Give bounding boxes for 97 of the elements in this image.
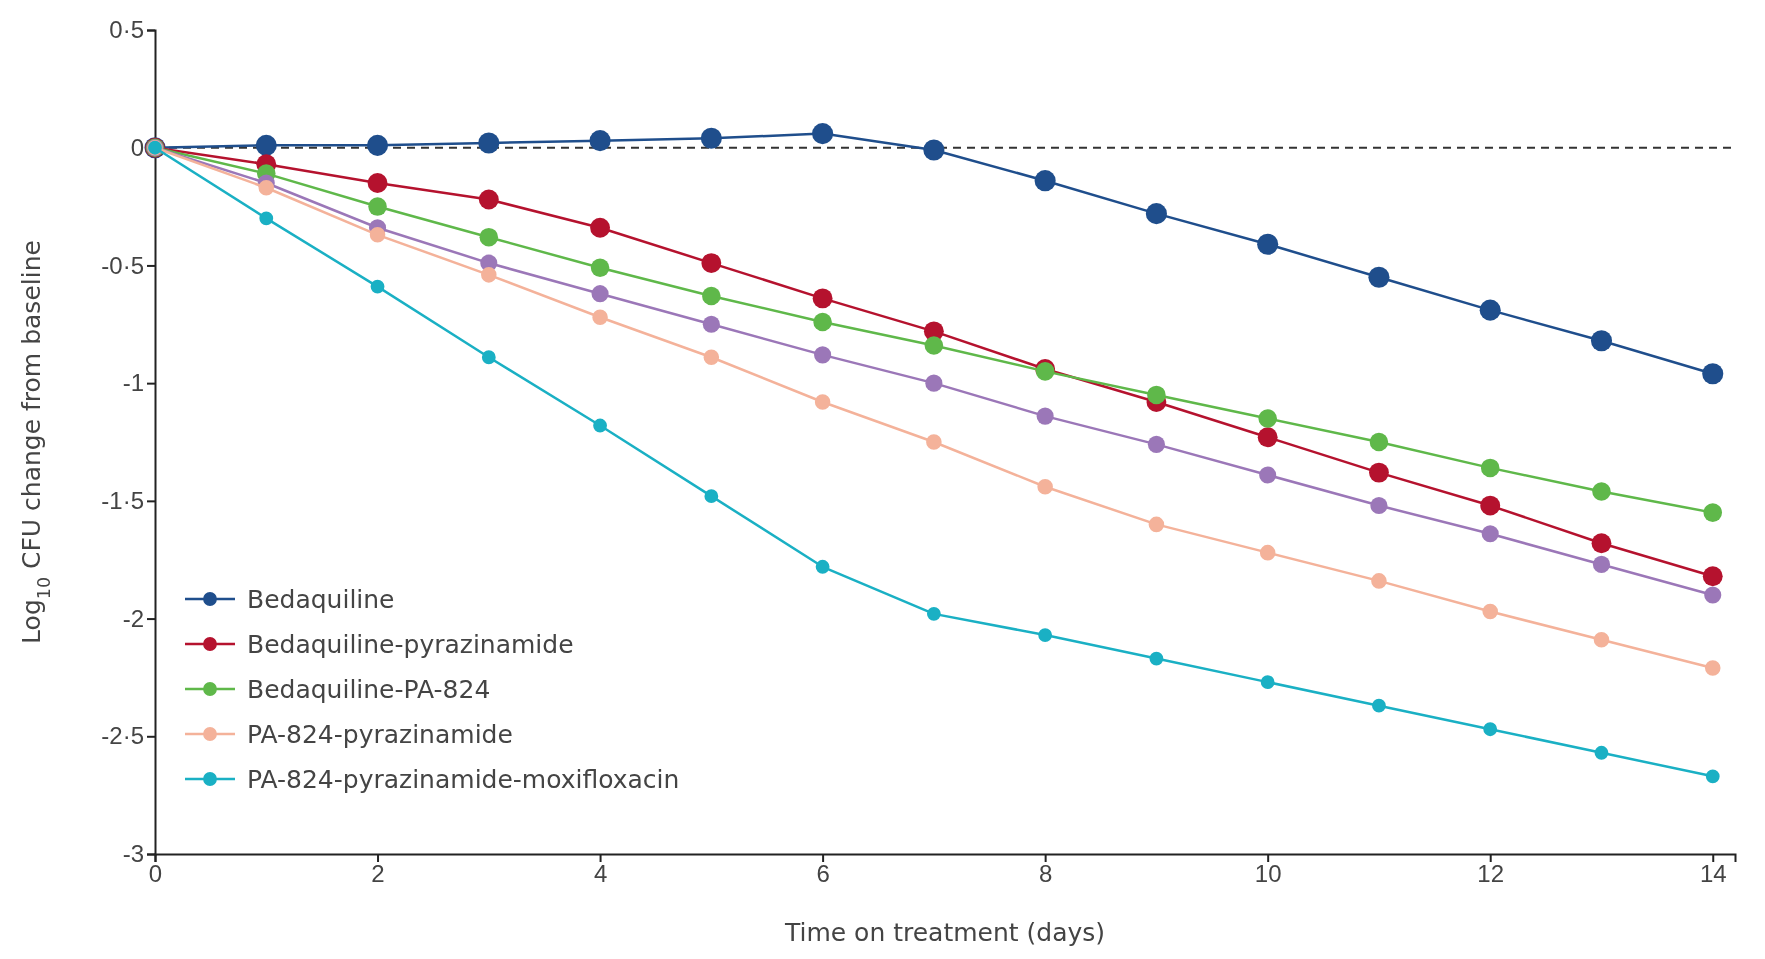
point bbox=[926, 606, 941, 621]
point bbox=[1370, 497, 1388, 515]
point bbox=[1038, 628, 1053, 642]
point bbox=[1149, 651, 1164, 666]
x-tick-label: 14 bbox=[1699, 860, 1727, 888]
point bbox=[258, 179, 275, 196]
point bbox=[1594, 745, 1609, 760]
x-tick-label: 12 bbox=[1477, 860, 1505, 888]
point bbox=[590, 217, 610, 238]
point bbox=[1480, 495, 1501, 516]
point bbox=[701, 253, 722, 273]
point bbox=[1482, 603, 1498, 620]
point bbox=[593, 418, 607, 433]
point bbox=[1372, 698, 1386, 713]
point bbox=[1703, 503, 1723, 522]
y-tick-label: -0·5 bbox=[101, 251, 144, 279]
point bbox=[1480, 458, 1500, 478]
y-tick-label: -1·5 bbox=[101, 487, 144, 515]
point bbox=[366, 134, 389, 156]
x-tick-label: 6 bbox=[816, 860, 830, 888]
y-tick-label: 0·5 bbox=[109, 16, 144, 44]
point bbox=[1147, 435, 1165, 453]
legend-label: Bedaquiline-PA-824 bbox=[247, 674, 491, 704]
point bbox=[479, 227, 499, 247]
point bbox=[1705, 769, 1720, 784]
point bbox=[1037, 478, 1053, 495]
point bbox=[1481, 525, 1499, 543]
x-tick-label: 2 bbox=[371, 860, 385, 888]
point bbox=[1369, 462, 1389, 483]
point bbox=[924, 336, 944, 355]
x-tick-label: 0 bbox=[148, 860, 163, 888]
y-tick-label: 0 bbox=[130, 133, 144, 161]
legend-label: PA-824-pyrazinamide-moxifloxacin bbox=[247, 764, 680, 794]
point bbox=[591, 285, 609, 303]
y-tick-label: -2 bbox=[122, 604, 144, 632]
point bbox=[1479, 299, 1501, 321]
x-tick-label: 4 bbox=[593, 860, 608, 888]
point bbox=[814, 394, 831, 410]
point bbox=[704, 489, 719, 504]
x-tick-label: 10 bbox=[1254, 860, 1282, 888]
point bbox=[1259, 466, 1277, 484]
point bbox=[1259, 544, 1276, 561]
point bbox=[703, 349, 720, 366]
point bbox=[369, 227, 386, 243]
point bbox=[478, 189, 499, 210]
point bbox=[1145, 203, 1167, 225]
point bbox=[589, 130, 611, 152]
point bbox=[367, 173, 388, 193]
point bbox=[1591, 533, 1612, 554]
point bbox=[255, 134, 277, 156]
point bbox=[1704, 660, 1721, 676]
point bbox=[1592, 482, 1611, 501]
point bbox=[1257, 233, 1279, 255]
point bbox=[814, 346, 832, 364]
point bbox=[1036, 407, 1054, 425]
legend-label: Bedaquiline-pyrazinamide bbox=[247, 629, 574, 659]
point bbox=[592, 309, 608, 325]
point bbox=[1260, 675, 1275, 690]
point bbox=[1704, 586, 1722, 604]
point bbox=[813, 312, 832, 332]
point bbox=[1593, 632, 1610, 648]
point bbox=[481, 267, 497, 283]
point bbox=[812, 288, 833, 309]
point bbox=[812, 123, 834, 145]
x-tick-label: 8 bbox=[1038, 860, 1053, 888]
point bbox=[1147, 385, 1166, 405]
point bbox=[478, 132, 500, 154]
point bbox=[700, 127, 722, 149]
point bbox=[1702, 566, 1723, 587]
legend-label: PA-824-pyrazinamide bbox=[247, 719, 513, 749]
y-tick-label: -2·5 bbox=[101, 722, 144, 750]
point bbox=[1371, 573, 1387, 589]
y-tick-label: -1 bbox=[122, 369, 144, 397]
point bbox=[1592, 555, 1611, 573]
point bbox=[1590, 330, 1613, 352]
point bbox=[1148, 516, 1165, 533]
point bbox=[1258, 409, 1277, 428]
point bbox=[1368, 266, 1390, 288]
point bbox=[702, 315, 720, 333]
y-tick-label: -3 bbox=[122, 840, 144, 868]
point bbox=[1034, 170, 1056, 192]
point bbox=[590, 258, 610, 278]
legend-label: Bedaquiline bbox=[247, 584, 395, 614]
point bbox=[370, 279, 385, 294]
point bbox=[815, 559, 830, 574]
point bbox=[926, 434, 942, 450]
point bbox=[259, 211, 274, 226]
point bbox=[368, 197, 387, 216]
point bbox=[1702, 363, 1724, 385]
point bbox=[481, 350, 496, 365]
point bbox=[923, 139, 945, 161]
point bbox=[1369, 432, 1389, 452]
point bbox=[702, 286, 721, 306]
point bbox=[1257, 427, 1278, 448]
x-axis-title: Time on treatment (days) bbox=[783, 918, 1106, 947]
point bbox=[925, 374, 943, 392]
point bbox=[1483, 722, 1498, 737]
